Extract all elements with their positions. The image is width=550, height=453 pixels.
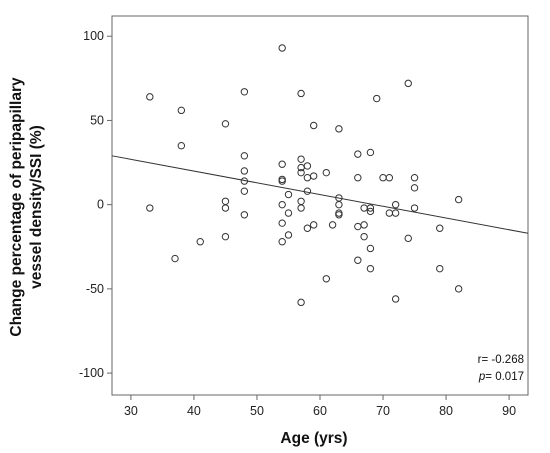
y-tick-label: -100: [79, 366, 104, 380]
data-point: [297, 155, 305, 163]
y-axis-title: Change percentage of peripapillary vesse…: [8, 77, 45, 337]
data-point: [297, 89, 305, 98]
correlation-label: r= -0.268: [478, 354, 524, 366]
data-point: [297, 168, 305, 177]
y-tick-label: -50: [86, 282, 104, 296]
data-point: [454, 195, 463, 204]
x-tick-label: 30: [124, 404, 138, 418]
data-point: [360, 221, 368, 229]
data-point: [297, 204, 305, 212]
data-point: [354, 174, 362, 182]
data-point: [335, 211, 343, 219]
tick-marks: [107, 35, 510, 400]
x-tick-label: 40: [187, 404, 201, 418]
data-point: [385, 174, 394, 182]
data-point: [391, 200, 400, 209]
x-tick-label: 80: [439, 404, 453, 418]
data-point: [366, 264, 375, 273]
data-point: [410, 184, 419, 192]
data-point: [391, 209, 400, 217]
data-point: [177, 142, 186, 150]
data-point: [278, 177, 286, 185]
data-point: [240, 88, 249, 96]
data-point: [177, 106, 186, 115]
data-point: [284, 231, 293, 239]
p-value: = 0.017: [485, 371, 524, 383]
stats-annotation: r= -0.268 p= 0.017: [478, 354, 524, 383]
y-tick-label: 100: [83, 29, 104, 43]
data-point: [309, 221, 318, 229]
y-axis-title-line-1: Change percentage of peripapillary: [8, 77, 25, 337]
y-tick-labels: -100 -50 0 50 100: [79, 29, 104, 380]
data-point: [278, 44, 286, 52]
data-point: [240, 187, 249, 195]
data-point: [278, 238, 286, 246]
data-point: [322, 168, 331, 177]
data-point: [221, 120, 230, 128]
x-tick-label: 50: [250, 404, 264, 418]
regression-line: [111, 155, 529, 234]
data-point: [221, 232, 230, 241]
data-point: [436, 224, 444, 232]
data-point: [335, 200, 343, 209]
x-tick-label: 90: [502, 404, 516, 418]
trendline-layer: [111, 155, 529, 234]
data-point: [360, 232, 368, 241]
data-point: [373, 94, 381, 103]
data-point: [366, 207, 375, 216]
data-point: [366, 244, 375, 253]
data-points: [146, 44, 463, 307]
data-point: [284, 209, 293, 217]
data-point: [354, 150, 362, 158]
data-point: [146, 204, 154, 212]
y-tick-label: 50: [90, 113, 104, 127]
data-point: [240, 167, 249, 175]
data-point: [410, 204, 419, 212]
data-point: [284, 190, 293, 199]
data-point: [221, 204, 230, 212]
data-point: [171, 254, 179, 263]
data-point: [303, 162, 312, 170]
data-point: [309, 121, 318, 130]
data-point: [309, 172, 318, 180]
data-point: [297, 298, 305, 307]
data-point: [240, 152, 249, 160]
y-tick-label: 0: [97, 198, 104, 212]
p-value-label: p= 0.017: [478, 371, 524, 383]
data-point: [240, 211, 249, 219]
data-point: [410, 174, 419, 182]
data-point: [303, 187, 312, 195]
data-point: [328, 221, 337, 229]
data-point: [391, 295, 400, 303]
data-point: [404, 79, 412, 88]
data-point: [366, 204, 375, 212]
x-tick-labels: 30 40 50 60 70 80 90: [124, 404, 516, 418]
data-point: [278, 200, 286, 209]
data-point: [366, 148, 375, 157]
data-point: [278, 219, 286, 227]
data-point: [303, 224, 312, 232]
plot-area: [107, 15, 529, 400]
data-point: [454, 285, 463, 293]
data-point: [196, 238, 204, 246]
y-axis-title-line-2: vessel density/SSI (%): [28, 125, 45, 289]
p-symbol: p: [478, 371, 486, 383]
data-point: [404, 234, 412, 243]
data-point: [278, 160, 286, 168]
x-tick-label: 70: [376, 404, 390, 418]
data-point: [146, 93, 154, 101]
data-point: [240, 177, 249, 185]
x-axis-title: Age (yrs): [280, 430, 347, 447]
x-tick-label: 60: [313, 404, 327, 418]
data-point: [335, 125, 343, 133]
data-point: [322, 275, 331, 283]
data-point: [436, 264, 444, 273]
data-point: [354, 256, 362, 264]
